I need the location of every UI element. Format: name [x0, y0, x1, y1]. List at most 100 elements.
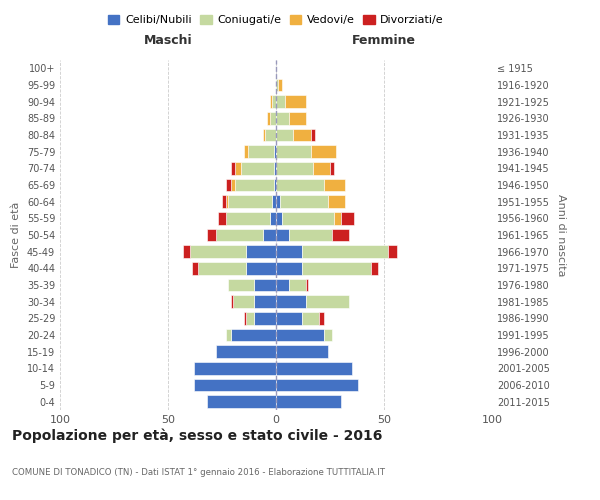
Bar [233, 296, 254, 308]
Bar [207, 229, 215, 241]
Bar [276, 146, 311, 158]
Bar [246, 246, 276, 258]
Bar [194, 379, 276, 391]
Bar [334, 212, 341, 224]
Text: Femmine: Femmine [352, 34, 416, 46]
Bar [276, 362, 352, 374]
Legend: Celibi/Nubili, Coniugati/e, Vedovi/e, Divorziati/e: Celibi/Nubili, Coniugati/e, Vedovi/e, Di… [104, 10, 448, 30]
Bar [269, 112, 276, 124]
Text: COMUNE DI TONADICO (TN) - Dati ISTAT 1° gennaio 2016 - Elaborazione TUTTITALIA.I: COMUNE DI TONADICO (TN) - Dati ISTAT 1° … [12, 468, 385, 477]
Bar [190, 246, 246, 258]
Bar [319, 312, 323, 324]
Bar [289, 229, 332, 241]
Bar [276, 212, 283, 224]
Bar [323, 179, 345, 192]
Bar [311, 146, 337, 158]
Bar [276, 96, 284, 108]
Bar [332, 229, 349, 241]
Bar [293, 129, 311, 141]
Bar [218, 212, 226, 224]
Bar [276, 262, 302, 274]
Bar [230, 162, 235, 174]
Bar [226, 212, 269, 224]
Bar [207, 396, 276, 408]
Bar [341, 212, 354, 224]
Bar [194, 362, 276, 374]
Bar [272, 96, 276, 108]
Bar [330, 162, 334, 174]
Bar [254, 312, 276, 324]
Bar [229, 279, 254, 291]
Bar [276, 196, 280, 208]
Bar [276, 279, 289, 291]
Bar [272, 196, 276, 208]
Bar [276, 112, 289, 124]
Bar [371, 262, 377, 274]
Bar [276, 329, 323, 341]
Bar [229, 196, 272, 208]
Bar [235, 162, 241, 174]
Bar [289, 279, 306, 291]
Bar [274, 146, 276, 158]
Bar [276, 296, 306, 308]
Bar [280, 196, 328, 208]
Bar [215, 346, 276, 358]
Bar [302, 312, 319, 324]
Bar [269, 212, 276, 224]
Bar [276, 229, 289, 241]
Bar [222, 196, 226, 208]
Bar [269, 96, 272, 108]
Bar [248, 146, 274, 158]
Text: Maschi: Maschi [143, 34, 193, 46]
Bar [230, 296, 233, 308]
Bar [226, 329, 230, 341]
Bar [276, 312, 302, 324]
Bar [263, 229, 276, 241]
Bar [244, 146, 248, 158]
Bar [254, 279, 276, 291]
Bar [276, 396, 341, 408]
Bar [230, 179, 235, 192]
Bar [302, 262, 371, 274]
Bar [254, 296, 276, 308]
Bar [274, 179, 276, 192]
Bar [226, 196, 229, 208]
Bar [328, 196, 345, 208]
Bar [289, 112, 306, 124]
Bar [183, 246, 190, 258]
Bar [388, 246, 397, 258]
Bar [268, 112, 269, 124]
Bar [276, 379, 358, 391]
Bar [276, 246, 302, 258]
Bar [283, 212, 334, 224]
Bar [323, 329, 332, 341]
Bar [306, 296, 349, 308]
Bar [276, 79, 278, 92]
Text: Popolazione per età, sesso e stato civile - 2016: Popolazione per età, sesso e stato civil… [12, 428, 382, 443]
Bar [198, 262, 246, 274]
Y-axis label: Fasce di età: Fasce di età [11, 202, 21, 268]
Bar [230, 329, 276, 341]
Bar [313, 162, 330, 174]
Bar [274, 162, 276, 174]
Bar [265, 129, 276, 141]
Bar [284, 96, 306, 108]
Bar [235, 179, 274, 192]
Bar [276, 179, 323, 192]
Bar [244, 312, 246, 324]
Bar [241, 162, 274, 174]
Bar [276, 129, 293, 141]
Bar [276, 346, 328, 358]
Bar [306, 279, 308, 291]
Bar [192, 262, 198, 274]
Y-axis label: Anni di nascita: Anni di nascita [556, 194, 566, 276]
Bar [302, 246, 388, 258]
Bar [311, 129, 315, 141]
Bar [246, 262, 276, 274]
Bar [263, 129, 265, 141]
Bar [246, 312, 254, 324]
Bar [226, 179, 230, 192]
Bar [276, 162, 313, 174]
Bar [215, 229, 263, 241]
Bar [278, 79, 283, 92]
